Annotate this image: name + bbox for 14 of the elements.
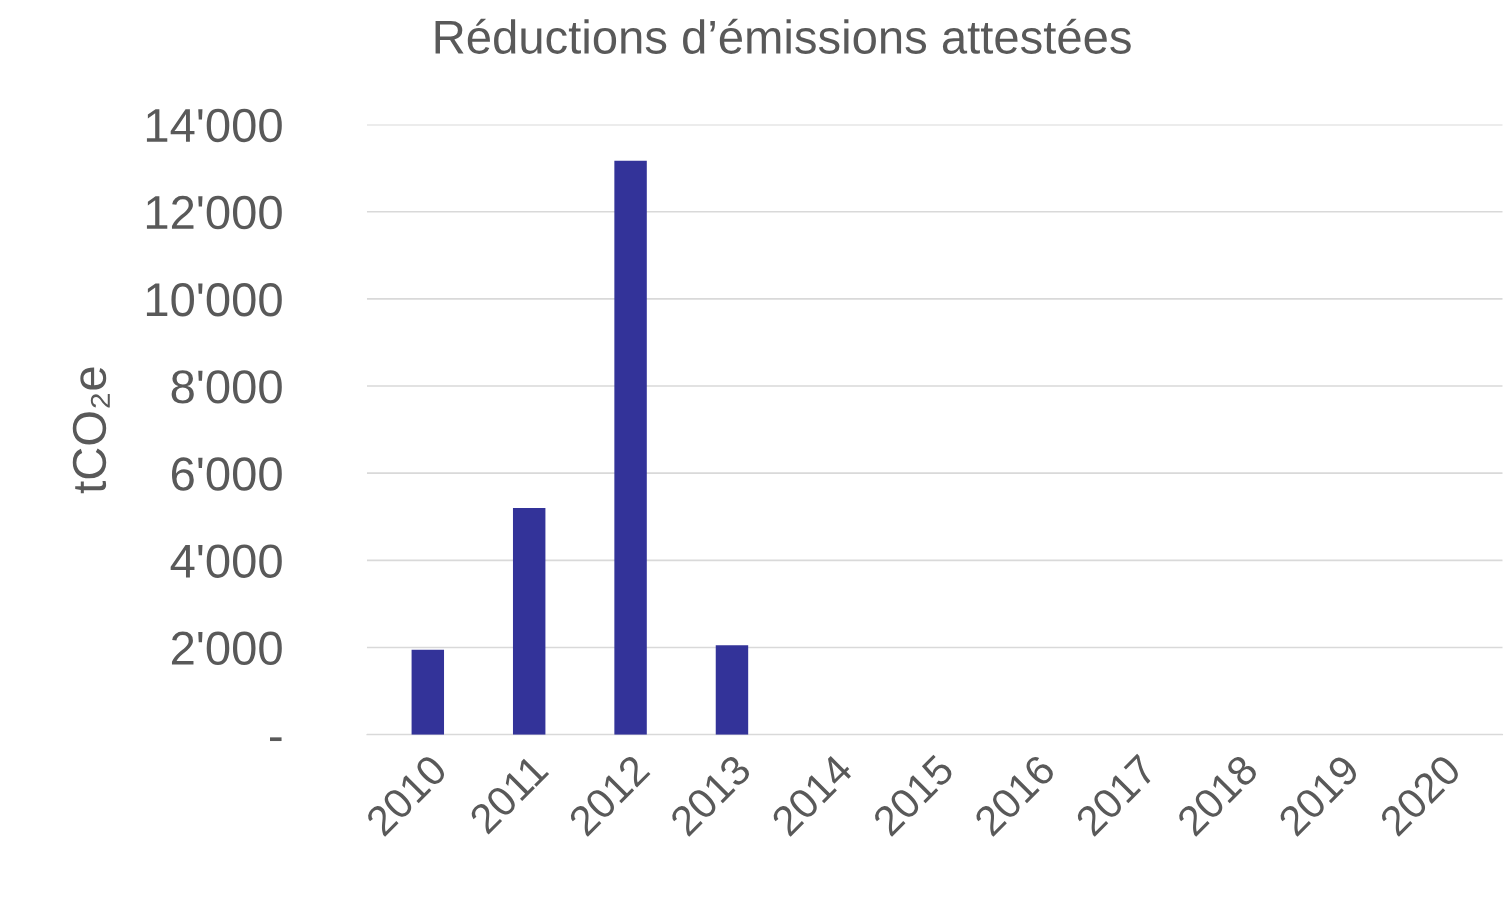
bar — [614, 160, 647, 735]
y-tick-label: 2'000 — [171, 631, 282, 666]
bar — [715, 645, 749, 735]
chart-title: Réductions d’émissions attestées — [435, 18, 1131, 54]
y-tick-label: 4'000 — [170, 544, 282, 578]
y-tick-label: 12'000 — [146, 195, 282, 230]
y-tick-label: - — [270, 737, 282, 742]
y-tick-label: 6'000 — [171, 457, 282, 491]
bar — [411, 649, 445, 735]
y-tick-label: 14'000 — [146, 108, 282, 143]
y-tick-label: 8'000 — [171, 370, 282, 404]
y-tick-label: 10'000 — [146, 283, 282, 317]
y-axis-title: tCO₂e — [72, 367, 110, 494]
bar — [512, 508, 546, 735]
